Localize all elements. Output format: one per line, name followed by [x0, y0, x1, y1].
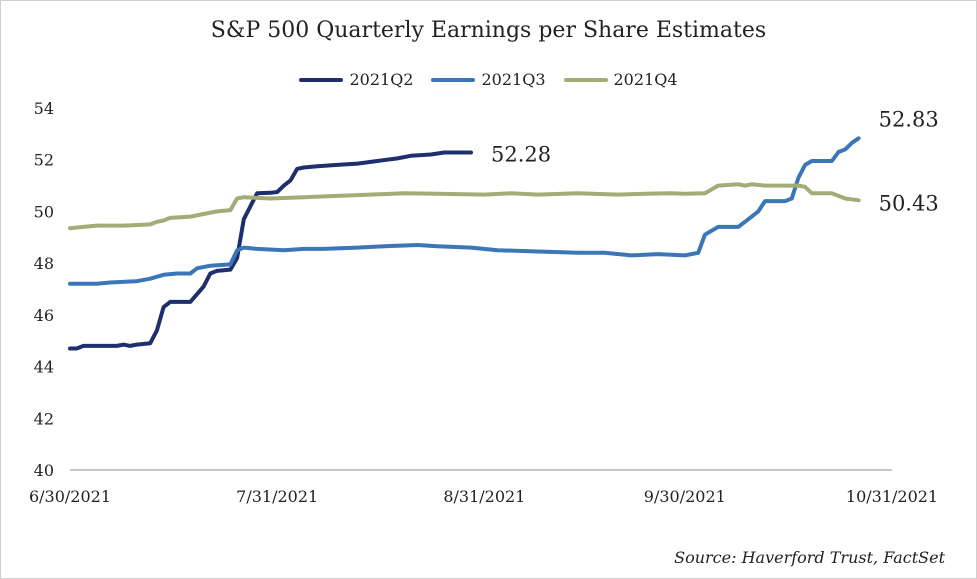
chart-title: S&P 500 Quarterly Earnings per Share Est…: [210, 18, 767, 43]
y-tick-label: 40: [34, 461, 54, 480]
end-value-label-2021Q4: 50.43: [879, 191, 939, 215]
legend-item-q3: 2021Q3: [431, 70, 546, 89]
series-line-2021Q3: [68, 136, 861, 286]
legend-label-q4: 2021Q4: [613, 70, 678, 89]
y-tick-label: 50: [34, 202, 54, 221]
end-value-label-2021Q3: 52.83: [879, 107, 939, 131]
y-tick-label: 52: [34, 151, 54, 170]
series-line-2021Q2: [68, 150, 473, 351]
y-tick-label: 46: [34, 306, 54, 325]
legend-item-q2: 2021Q2: [299, 70, 413, 89]
x-tick-label: 10/31/2021: [846, 487, 938, 506]
x-tick-label: 7/31/2021: [236, 487, 318, 506]
legend-swatch-q2: [299, 77, 344, 82]
y-tick-label: 54: [34, 99, 54, 118]
y-tick-label: 44: [34, 358, 54, 377]
legend-item-q4: 2021Q4: [563, 70, 678, 89]
chart-legend: 2021Q2 2021Q3 2021Q4: [0, 70, 977, 89]
x-tick-label: 9/30/2021: [644, 487, 726, 506]
y-tick-label: 48: [34, 254, 54, 273]
legend-label-q3: 2021Q3: [481, 70, 546, 89]
legend-swatch-q4: [563, 77, 608, 82]
x-tick-label: 8/31/2021: [443, 487, 525, 506]
x-tick-label: 6/30/2021: [29, 487, 111, 506]
y-tick-label: 42: [34, 409, 54, 428]
end-value-label-2021Q2: 52.28: [491, 142, 551, 166]
source-note: Source: Haverford Trust, FactSet: [674, 548, 945, 567]
legend-swatch-q3: [431, 77, 476, 82]
legend-label-q2: 2021Q2: [349, 70, 414, 89]
series-line-2021Q4: [68, 182, 861, 231]
